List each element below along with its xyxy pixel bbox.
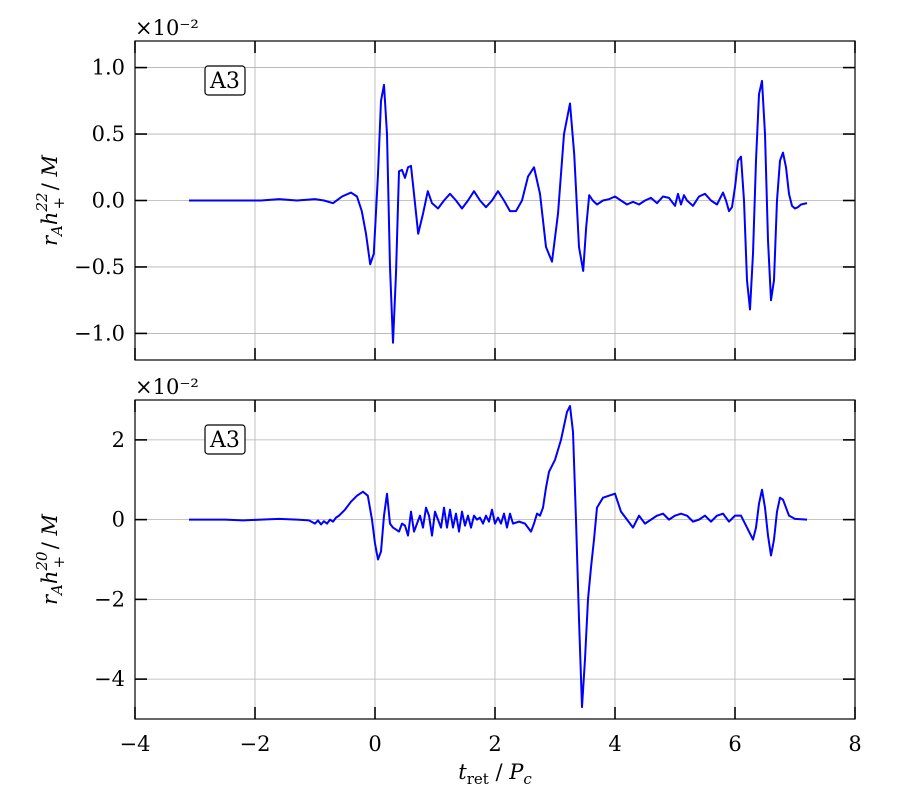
bottom-exponent-label: ×10⁻²	[135, 375, 199, 399]
top-annotation-label: A3	[209, 69, 240, 94]
bottom-xtick-label: −4	[120, 732, 151, 756]
top-ylabel: rAh22+ / M	[33, 154, 68, 246]
bottom-xtick-label: 2	[488, 732, 501, 756]
top-ytick-label: 1.0	[92, 56, 125, 80]
bottom-xlabel: tret / Pc	[458, 760, 532, 788]
top-ytick-label: 0.0	[92, 189, 125, 213]
top-annotation-box	[204, 65, 246, 96]
bottom-ytick-label: 2	[112, 428, 125, 452]
top-ytick-label: 0.5	[92, 122, 125, 146]
bottom-series-line	[189, 404, 808, 709]
bottom-annotation-label: A3	[209, 428, 240, 453]
bottom-ytick-label: −4	[94, 667, 125, 691]
top-panel: −1.0 −0.5 0.0 0.5 1.0 ×10⁻² A3 rAh22+ / M	[33, 16, 856, 361]
bottom-xtick-label: 6	[728, 732, 741, 756]
top-ytick-label: −0.5	[74, 255, 125, 279]
bottom-xtick-label: 0	[368, 732, 381, 756]
top-ytick-label: −1.0	[74, 321, 125, 345]
bottom-ytick-label: 0	[112, 508, 125, 532]
bottom-xtick-label: 4	[608, 732, 621, 756]
bottom-ytick-label: −2	[94, 587, 125, 611]
top-exponent-label: ×10⁻²	[135, 16, 199, 40]
bottom-xtick-label: −2	[240, 732, 271, 756]
bottom-panel: −4 −2 0 2 −4 −2 0 2 4 6 8 ×10⁻² A3 rAh20+ / M tret / P…	[33, 375, 862, 788]
bottom-annotation-box	[204, 424, 246, 455]
bottom-xtick-label: 8	[848, 732, 861, 756]
bottom-ylabel: rAh20+ / M	[33, 513, 68, 605]
top-series-line	[189, 79, 808, 344]
